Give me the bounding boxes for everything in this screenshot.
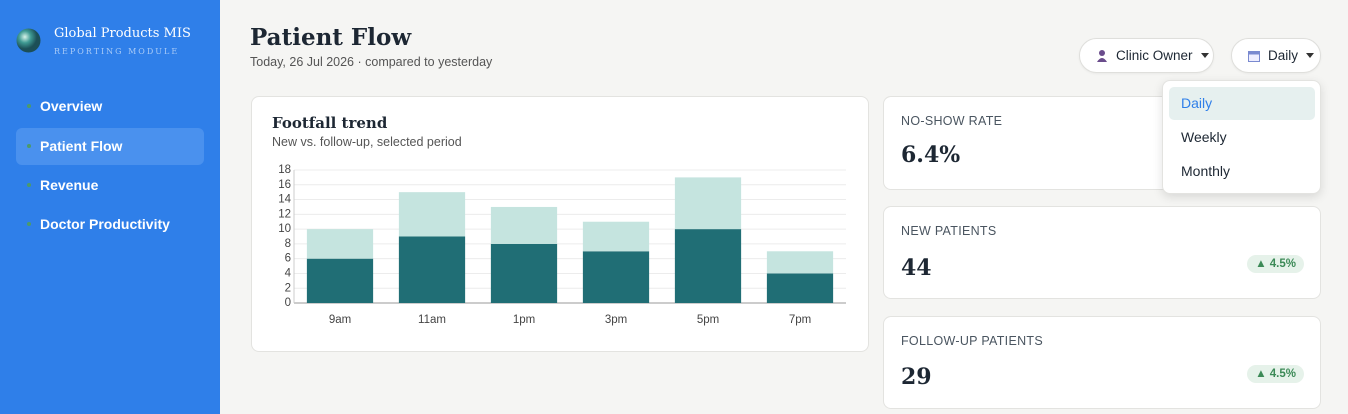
nav-dot	[27, 104, 31, 108]
kpi-value: 44	[901, 255, 932, 281]
y-tick-label: 14	[278, 194, 291, 206]
role-label: Clinic Owner	[1116, 48, 1193, 63]
nav-dot	[27, 144, 31, 148]
kpi-label: NEW PATIENTS	[901, 224, 997, 238]
kpi-delta: ▲ 4.5%	[1247, 255, 1304, 273]
bar-segment	[398, 236, 466, 303]
bar-segment	[306, 258, 374, 303]
bar-segment	[306, 229, 374, 259]
y-tick-label: 18	[278, 164, 291, 176]
bar-segment	[398, 192, 466, 237]
user-icon	[1097, 50, 1107, 62]
bar-segment	[674, 177, 742, 230]
y-tick-label: 8	[285, 238, 291, 250]
bar-segment	[490, 243, 558, 303]
period-button[interactable]: Daily	[1231, 38, 1321, 73]
nav-item[interactable]: Patient Flow	[40, 138, 123, 154]
bar-segment	[766, 251, 834, 274]
x-tick-label: 5pm	[697, 314, 719, 326]
y-tick-label: 12	[278, 208, 291, 220]
y-tick-label: 0	[285, 297, 291, 309]
bar-segment	[582, 221, 650, 252]
x-tick-label: 9am	[329, 314, 351, 326]
y-tick-label: 4	[285, 267, 292, 279]
bar-segment	[674, 229, 742, 303]
kpi-delta: ▲ 4.5%	[1247, 365, 1304, 383]
role-button[interactable]: Clinic Owner	[1079, 38, 1214, 73]
kpi-label: FOLLOW-UP PATIENTS	[901, 334, 1043, 348]
menu-option[interactable]: Monthly	[1181, 163, 1231, 179]
active-highlight	[16, 128, 204, 165]
menu-option[interactable]: Weekly	[1181, 129, 1227, 145]
kpi-card: FOLLOW-UP PATIENTS 29 ▲ 4.5%	[883, 316, 1321, 409]
x-tick-label: 11am	[418, 314, 446, 326]
menu-option[interactable]: Daily	[1169, 87, 1315, 120]
kpi-label: NO-SHOW RATE	[901, 114, 1003, 128]
x-tick-label: 7pm	[789, 314, 811, 326]
y-tick-label: 16	[278, 179, 291, 191]
bar-segment	[490, 206, 558, 244]
caret	[1306, 53, 1315, 58]
x-tick-label: 3pm	[605, 314, 627, 326]
nav-dot	[27, 183, 31, 187]
x-tick-label: 1pm	[513, 314, 535, 326]
tagline: REPORTING MODULE	[54, 47, 180, 56]
chart-subtitle: New vs. follow-up, selected period	[272, 135, 462, 149]
y-tick-label: 2	[285, 282, 291, 294]
brand: Global Products MIS	[54, 26, 191, 41]
period-menu: Daily Weekly Monthly	[1162, 80, 1321, 194]
kpi-value: 6.4%	[901, 142, 961, 168]
sidebar: Global Products MIS REPORTING MODULE Ove…	[0, 0, 220, 414]
page-subtitle: Today, 26 Jul 2026 · compared to yesterd…	[250, 55, 493, 69]
bar-segment	[766, 273, 834, 303]
nav-item[interactable]: Revenue	[40, 177, 99, 193]
nav-item[interactable]: Doctor Productivity	[40, 216, 170, 232]
nav-item[interactable]: Overview	[40, 98, 103, 114]
y-tick-label: 6	[285, 253, 291, 265]
chart-card: Footfall trend New vs. follow-up, select…	[251, 96, 869, 352]
bar-segment	[582, 251, 650, 303]
nav-dot	[27, 222, 31, 226]
logo	[16, 28, 41, 53]
kpi-value: 29	[901, 364, 932, 390]
chart-title: Footfall trend	[272, 114, 388, 132]
chart: 0 2 4 6 8 10 12 14 16 18 9am 11am 1pm 3pm 5pm 7pm	[278, 164, 846, 326]
kpi-card: NEW PATIENTS 44 ▲ 4.5%	[883, 206, 1321, 299]
caret	[1200, 53, 1209, 58]
calendar-icon	[1248, 50, 1260, 62]
period-label: Daily	[1268, 48, 1299, 63]
y-tick-label: 10	[278, 223, 291, 235]
page-title: Patient Flow	[250, 24, 412, 51]
